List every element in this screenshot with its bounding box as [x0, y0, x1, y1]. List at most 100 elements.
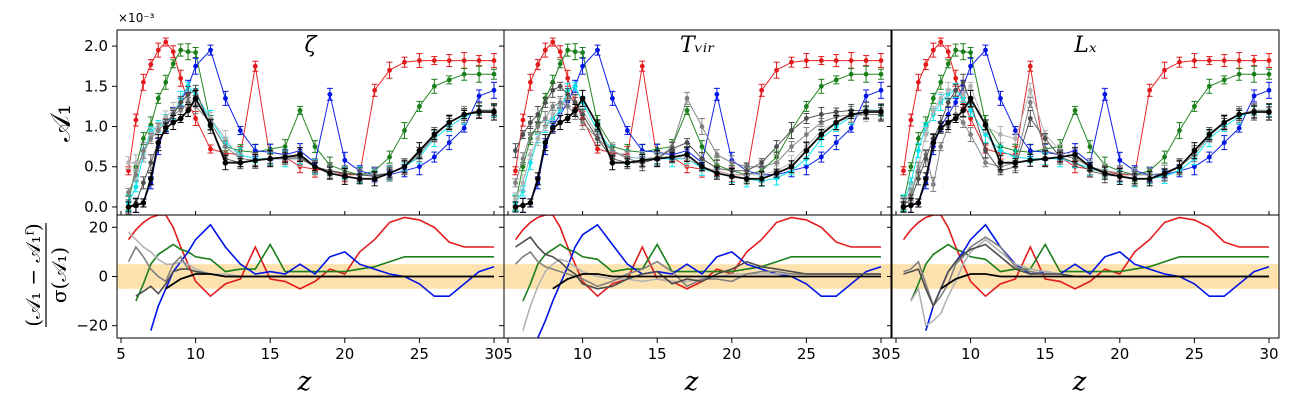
- x-tick-label: 10: [186, 345, 205, 363]
- data-point: [699, 124, 705, 129]
- data-point: [491, 58, 497, 63]
- data-point: [520, 164, 526, 170]
- x-tick-label: 20: [335, 345, 354, 363]
- data-point: [818, 131, 825, 138]
- data-point: [327, 170, 333, 176]
- data-point: [1251, 109, 1257, 115]
- x-axis-label: z: [684, 367, 699, 397]
- series-line-green: [128, 49, 494, 204]
- data-point: [342, 157, 348, 163]
- data-point: [223, 144, 228, 150]
- deviation-line-blue: [150, 223, 495, 331]
- data-point: [520, 180, 526, 186]
- deviation-line-red: [127, 215, 494, 298]
- data-point: [550, 104, 556, 109]
- data-point: [579, 95, 586, 102]
- data-point: [967, 95, 974, 102]
- data-point: [312, 144, 318, 150]
- data-point: [915, 168, 921, 174]
- data-point: [915, 176, 921, 182]
- deviation-line-fiducial: [940, 273, 1269, 290]
- data-point: [550, 87, 556, 93]
- data-point: [960, 79, 966, 85]
- data-point: [163, 79, 169, 85]
- data-point: [1072, 151, 1078, 158]
- data-point: [185, 91, 191, 97]
- x-tick-label: 15: [261, 345, 280, 363]
- data-point: [1146, 176, 1153, 182]
- data-point: [1236, 71, 1242, 77]
- series-line-blue: [903, 49, 1270, 208]
- series-line-light-gray: [903, 85, 1269, 204]
- data-point: [930, 95, 936, 101]
- data-point: [282, 154, 288, 160]
- data-point: [557, 83, 563, 89]
- data-point: [207, 122, 214, 128]
- data-point: [908, 117, 914, 123]
- data-point: [953, 87, 959, 93]
- data-point: [155, 139, 162, 146]
- data-point: [960, 107, 966, 114]
- data-point: [564, 115, 571, 122]
- data-point: [968, 116, 973, 121]
- data-point: [527, 132, 533, 137]
- data-point: [1012, 136, 1018, 141]
- data-point: [915, 148, 921, 154]
- data-point: [557, 119, 564, 126]
- data-point: [557, 99, 563, 105]
- data-point: [1236, 58, 1242, 63]
- data-point: [930, 108, 936, 113]
- data-point: [669, 146, 675, 152]
- data-point: [527, 160, 533, 166]
- series-line-cyan: [903, 89, 1269, 204]
- data-point: [542, 139, 549, 146]
- data-point: [1012, 159, 1019, 166]
- panel-title: Lₓ: [1073, 33, 1097, 58]
- data-point: [222, 159, 229, 166]
- data-point: [148, 62, 154, 67]
- data-point: [416, 147, 423, 154]
- x-tick-label: 25: [797, 345, 816, 363]
- data-point: [417, 164, 422, 170]
- data-point: [960, 49, 966, 55]
- y-tick-label: 1.0: [84, 118, 108, 136]
- data-point: [774, 144, 779, 150]
- data-point: [178, 108, 184, 113]
- data-point: [371, 176, 378, 182]
- data-point: [848, 71, 854, 77]
- data-point: [185, 107, 191, 114]
- data-point: [1192, 164, 1197, 170]
- series-line-red: [903, 41, 1269, 176]
- data-point: [1027, 99, 1033, 105]
- data-point: [297, 151, 303, 158]
- data-point: [1147, 87, 1153, 93]
- data-point: [461, 71, 467, 77]
- data-point: [699, 144, 705, 150]
- data-point: [743, 176, 750, 182]
- data-point: [178, 99, 184, 105]
- bottom-y-axis-label: (𝒜₁ − 𝒜₁ᶠ) σ(𝒜₁): [21, 223, 71, 327]
- data-point: [953, 47, 959, 53]
- data-point: [1162, 67, 1167, 73]
- y-tick-label: 0.0: [84, 198, 108, 216]
- data-point: [818, 112, 824, 117]
- data-point: [930, 139, 937, 146]
- data-point: [937, 125, 944, 131]
- data-point: [930, 182, 936, 187]
- data-point: [983, 148, 988, 154]
- data-point: [938, 39, 944, 45]
- data-point: [1221, 119, 1228, 126]
- data-point: [327, 91, 333, 97]
- data-point: [476, 93, 482, 99]
- data-point: [908, 202, 914, 209]
- data-point: [983, 160, 988, 166]
- data-point: [163, 39, 169, 45]
- data-point: [1072, 108, 1078, 113]
- data-point: [387, 67, 392, 73]
- data-point: [580, 63, 585, 69]
- data-point: [789, 128, 794, 133]
- data-point: [431, 131, 438, 138]
- data-point: [1027, 63, 1033, 69]
- data-point: [1266, 87, 1272, 93]
